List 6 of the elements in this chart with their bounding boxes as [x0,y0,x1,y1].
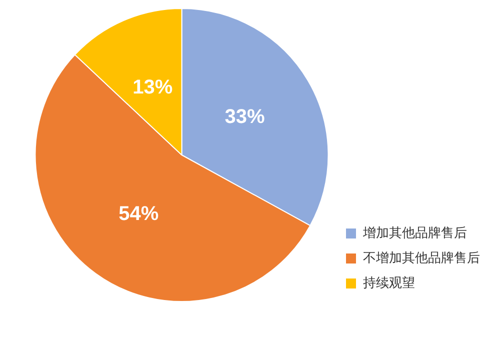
data-label: 33% [224,106,266,128]
data-label: 54% [118,202,159,225]
data-label: 13% [132,76,173,98]
legend-label: 增加其他品牌售后 [362,226,467,241]
legend-label: 不增加其他品牌售后 [363,250,480,266]
legend-label: 持续观望 [363,276,415,291]
